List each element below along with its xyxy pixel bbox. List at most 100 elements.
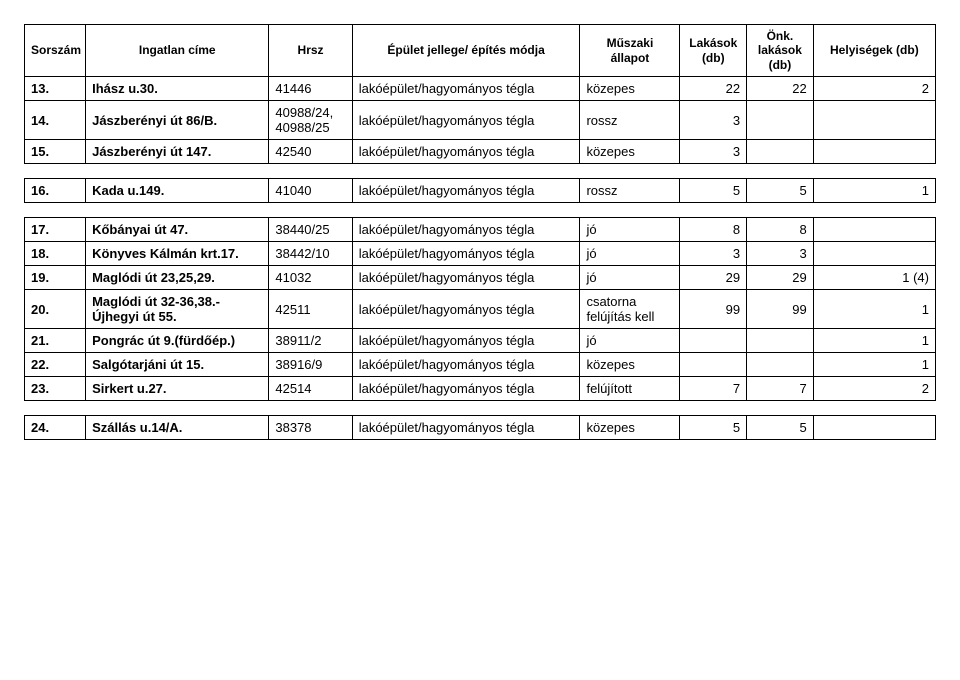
th-epulet: Épület jellege/ építés módja bbox=[352, 25, 580, 77]
cell-cime: Ihász u.30. bbox=[86, 77, 269, 101]
table-row: 21.Pongrác út 9.(fürdőép.)38911/2lakóépü… bbox=[25, 329, 936, 353]
cell-muszaki: rossz bbox=[580, 101, 680, 140]
cell-lakasok bbox=[680, 329, 747, 353]
cell-hely: 2 bbox=[813, 377, 935, 401]
cell-onk: 3 bbox=[747, 242, 814, 266]
cell-hely: 1 bbox=[813, 290, 935, 329]
cell-hely bbox=[813, 101, 935, 140]
cell-hely: 1 bbox=[813, 353, 935, 377]
cell-sorszam: 23. bbox=[25, 377, 86, 401]
cell-hrsz: 41446 bbox=[269, 77, 352, 101]
cell-epulet: lakóépület/hagyományos tégla bbox=[352, 353, 580, 377]
group-spacer bbox=[25, 164, 936, 179]
cell-hrsz: 40988/24, 40988/25 bbox=[269, 101, 352, 140]
cell-lakasok bbox=[680, 353, 747, 377]
cell-onk: 99 bbox=[747, 290, 814, 329]
cell-muszaki: jó bbox=[580, 242, 680, 266]
cell-muszaki: felújított bbox=[580, 377, 680, 401]
cell-onk bbox=[747, 353, 814, 377]
cell-onk bbox=[747, 329, 814, 353]
cell-onk: 8 bbox=[747, 218, 814, 242]
cell-epulet: lakóépület/hagyományos tégla bbox=[352, 218, 580, 242]
cell-hely: 1 bbox=[813, 329, 935, 353]
cell-sorszam: 21. bbox=[25, 329, 86, 353]
cell-cime: Maglódi út 32-36,38.- Újhegyi út 55. bbox=[86, 290, 269, 329]
cell-epulet: lakóépület/hagyományos tégla bbox=[352, 329, 580, 353]
cell-hrsz: 41040 bbox=[269, 179, 352, 203]
group-spacer bbox=[25, 203, 936, 218]
cell-epulet: lakóépület/hagyományos tégla bbox=[352, 242, 580, 266]
cell-hely bbox=[813, 242, 935, 266]
header-row: Sorszám Ingatlan címe Hrsz Épület jelleg… bbox=[25, 25, 936, 77]
cell-lakasok: 22 bbox=[680, 77, 747, 101]
cell-cime: Salgótarjáni út 15. bbox=[86, 353, 269, 377]
cell-hely bbox=[813, 218, 935, 242]
cell-sorszam: 15. bbox=[25, 140, 86, 164]
table-row: 23.Sirkert u.27.42514lakóépület/hagyomán… bbox=[25, 377, 936, 401]
cell-muszaki: közepes bbox=[580, 140, 680, 164]
cell-hrsz: 42511 bbox=[269, 290, 352, 329]
cell-onk: 5 bbox=[747, 179, 814, 203]
cell-hely: 1 bbox=[813, 179, 935, 203]
table-row: 24.Szállás u.14/A.38378lakóépület/hagyom… bbox=[25, 416, 936, 440]
cell-cime: Szállás u.14/A. bbox=[86, 416, 269, 440]
th-cime: Ingatlan címe bbox=[86, 25, 269, 77]
cell-cime: Kada u.149. bbox=[86, 179, 269, 203]
cell-hrsz: 41032 bbox=[269, 266, 352, 290]
th-hrsz: Hrsz bbox=[269, 25, 352, 77]
th-onk: Önk. lakások (db) bbox=[747, 25, 814, 77]
cell-epulet: lakóépület/hagyományos tégla bbox=[352, 179, 580, 203]
cell-hely bbox=[813, 140, 935, 164]
cell-lakasok: 29 bbox=[680, 266, 747, 290]
cell-hrsz: 38440/25 bbox=[269, 218, 352, 242]
cell-sorszam: 17. bbox=[25, 218, 86, 242]
cell-hrsz: 38911/2 bbox=[269, 329, 352, 353]
cell-sorszam: 22. bbox=[25, 353, 86, 377]
th-muszaki: Műszaki állapot bbox=[580, 25, 680, 77]
cell-cime: Kőbányai út 47. bbox=[86, 218, 269, 242]
table-row: 20.Maglódi út 32-36,38.- Újhegyi út 55.4… bbox=[25, 290, 936, 329]
cell-cime: Pongrác út 9.(fürdőép.) bbox=[86, 329, 269, 353]
cell-hely: 2 bbox=[813, 77, 935, 101]
cell-onk: 5 bbox=[747, 416, 814, 440]
th-sorszam: Sorszám bbox=[25, 25, 86, 77]
cell-cime: Maglódi út 23,25,29. bbox=[86, 266, 269, 290]
th-lakasok: Lakások (db) bbox=[680, 25, 747, 77]
cell-sorszam: 18. bbox=[25, 242, 86, 266]
cell-onk bbox=[747, 101, 814, 140]
cell-hely: 1 (4) bbox=[813, 266, 935, 290]
table-row: 17.Kőbányai út 47.38440/25lakóépület/hag… bbox=[25, 218, 936, 242]
cell-cime: Könyves Kálmán krt.17. bbox=[86, 242, 269, 266]
cell-muszaki: jó bbox=[580, 266, 680, 290]
cell-onk: 22 bbox=[747, 77, 814, 101]
th-hely: Helyiségek (db) bbox=[813, 25, 935, 77]
cell-muszaki: jó bbox=[580, 218, 680, 242]
cell-hely bbox=[813, 416, 935, 440]
cell-lakasok: 99 bbox=[680, 290, 747, 329]
group-spacer bbox=[25, 401, 936, 416]
cell-sorszam: 13. bbox=[25, 77, 86, 101]
cell-lakasok: 8 bbox=[680, 218, 747, 242]
table-row: 22.Salgótarjáni út 15.38916/9lakóépület/… bbox=[25, 353, 936, 377]
table-row: 13.Ihász u.30.41446lakóépület/hagyományo… bbox=[25, 77, 936, 101]
cell-epulet: lakóépület/hagyományos tégla bbox=[352, 266, 580, 290]
cell-muszaki: közepes bbox=[580, 77, 680, 101]
cell-sorszam: 14. bbox=[25, 101, 86, 140]
cell-hrsz: 42540 bbox=[269, 140, 352, 164]
cell-cime: Sirkert u.27. bbox=[86, 377, 269, 401]
cell-lakasok: 3 bbox=[680, 101, 747, 140]
cell-lakasok: 3 bbox=[680, 242, 747, 266]
cell-sorszam: 24. bbox=[25, 416, 86, 440]
cell-muszaki: rossz bbox=[580, 179, 680, 203]
cell-lakasok: 5 bbox=[680, 179, 747, 203]
cell-epulet: lakóépület/hagyományos tégla bbox=[352, 416, 580, 440]
table-row: 18.Könyves Kálmán krt.17.38442/10lakóépü… bbox=[25, 242, 936, 266]
table-row: 15.Jászberényi út 147.42540lakóépület/ha… bbox=[25, 140, 936, 164]
cell-hrsz: 38378 bbox=[269, 416, 352, 440]
cell-epulet: lakóépület/hagyományos tégla bbox=[352, 101, 580, 140]
cell-epulet: lakóépület/hagyományos tégla bbox=[352, 77, 580, 101]
cell-epulet: lakóépület/hagyományos tégla bbox=[352, 377, 580, 401]
cell-sorszam: 16. bbox=[25, 179, 86, 203]
table-row: 19.Maglódi út 23,25,29.41032lakóépület/h… bbox=[25, 266, 936, 290]
cell-muszaki: közepes bbox=[580, 416, 680, 440]
